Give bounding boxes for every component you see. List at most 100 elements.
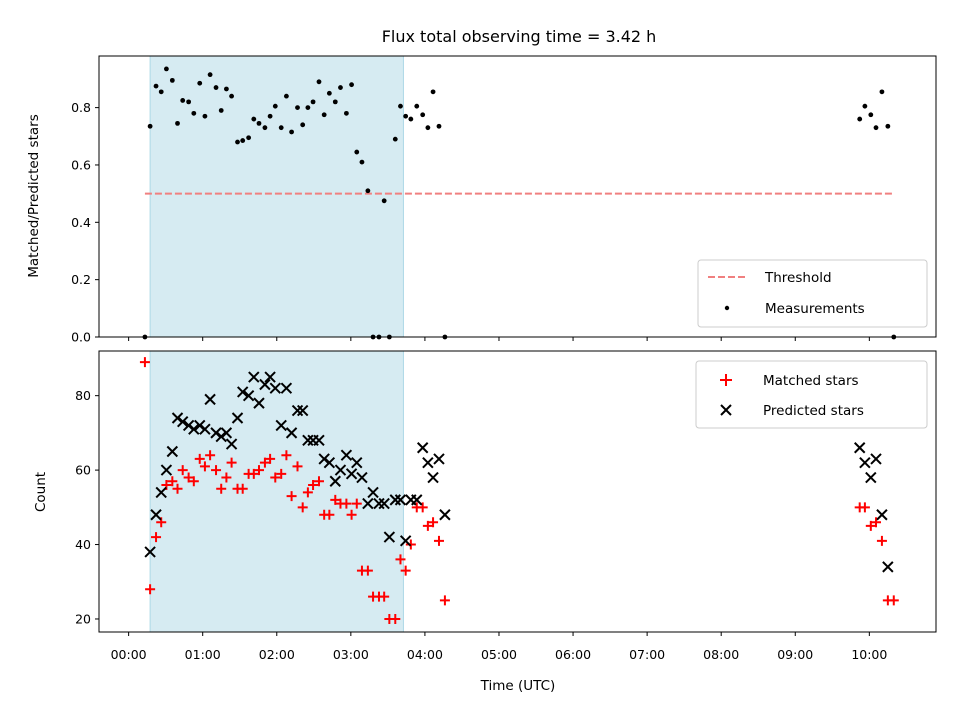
predicted-star-point xyxy=(422,456,434,469)
predicted-star-point xyxy=(394,494,407,506)
predicted-star-point xyxy=(389,494,401,506)
predicted-star-point xyxy=(323,456,336,469)
measurement-point xyxy=(420,112,426,118)
top-y-axis: 0.0 0.2 0.4 0.6 0.8 xyxy=(71,100,99,345)
measurement-point xyxy=(153,83,159,89)
matched-star-point xyxy=(265,453,276,464)
x-axis-label: Time (UTC) xyxy=(480,678,556,694)
matched-star-point xyxy=(324,509,335,520)
matched-star-point xyxy=(859,502,870,513)
predicted-star-point xyxy=(329,475,341,487)
predicted-star-point xyxy=(399,535,412,547)
bottom-y-tick-label: 60 xyxy=(75,463,91,478)
matched-star-point xyxy=(330,494,341,505)
matched-star-point xyxy=(248,468,259,479)
matched-star-point xyxy=(253,465,264,476)
top-legend-box xyxy=(697,259,928,328)
matched-star-point xyxy=(216,483,227,494)
matched-star-point xyxy=(417,502,428,513)
top-observing-span xyxy=(149,55,404,338)
measurement-point xyxy=(300,122,306,128)
matched-star-point xyxy=(433,535,444,546)
predicted-star-point xyxy=(199,423,211,435)
matched-star-point xyxy=(400,565,411,576)
matched-star-point xyxy=(205,450,216,461)
predicted-star-point xyxy=(416,442,429,454)
predicted-star-point xyxy=(351,456,363,469)
matched-star-point xyxy=(151,532,162,543)
predicted-star-point xyxy=(427,471,439,484)
predicted-star-point xyxy=(144,546,156,558)
bottom-x-tick-label: 03:00 xyxy=(333,647,369,662)
bottom-y-axis: 20 40 60 80 xyxy=(75,388,99,626)
matched-star-point xyxy=(313,476,324,487)
measurement-point xyxy=(246,135,252,141)
measurement-point xyxy=(408,116,414,122)
measurement-point xyxy=(857,116,863,122)
measurement-point xyxy=(147,123,153,129)
matched-star-point xyxy=(297,502,308,513)
measurement-point xyxy=(316,79,322,85)
matched-star-point xyxy=(237,483,248,494)
matched-star-point xyxy=(341,498,352,509)
predicted-star-point xyxy=(171,412,184,424)
matched-star-point xyxy=(390,613,401,624)
matched-star-point xyxy=(351,498,362,509)
matched-star-point xyxy=(888,595,899,606)
matched-star-point xyxy=(276,468,287,479)
matched-star-point xyxy=(395,554,406,565)
matched-star-point xyxy=(292,461,303,472)
top-axes-frame xyxy=(98,55,937,338)
matched-star-point xyxy=(139,357,150,368)
measurement-point xyxy=(305,105,311,111)
predicted-star-point xyxy=(296,404,309,417)
predicted-star-point xyxy=(253,397,265,409)
predicted-star-point xyxy=(291,404,304,417)
bottom-x-tick-label: 05:00 xyxy=(481,647,517,662)
predicted-star-point xyxy=(340,449,353,461)
matched-star-point xyxy=(346,509,357,520)
measurement-point xyxy=(338,85,343,90)
top-panel: 0.00.20.40.60.8 Matched/Predicted stars … xyxy=(26,55,937,345)
predicted-star-point xyxy=(876,509,888,521)
matched-star-point xyxy=(876,535,887,546)
predicted-star-point xyxy=(176,416,189,428)
measurement-point xyxy=(332,99,338,105)
predicted-star-point xyxy=(313,434,325,447)
bottom-y-tick-label: 40 xyxy=(75,537,91,552)
matched-star-point xyxy=(286,491,297,502)
predicted-star-point xyxy=(160,464,173,476)
measurement-point xyxy=(207,72,213,78)
matched-star-point xyxy=(226,457,237,468)
measurement-point xyxy=(180,98,186,103)
measurement-point xyxy=(164,66,169,72)
measurement-point xyxy=(359,159,365,165)
predicted-star-point xyxy=(859,456,871,469)
measurement-point xyxy=(272,103,278,109)
top-x-axis xyxy=(128,337,870,341)
matched-star-point xyxy=(308,479,319,490)
legend-predicted-label: Predicted stars xyxy=(763,403,864,419)
measurement-point xyxy=(414,103,420,109)
bottom-x-tick-label: 01:00 xyxy=(185,647,221,662)
measurement-point xyxy=(229,93,234,99)
measurement-point xyxy=(278,125,284,131)
bottom-legend-box xyxy=(695,360,928,429)
predicted-star-point xyxy=(367,486,379,499)
measurement-point xyxy=(430,89,436,95)
top-y-axis-label: Matched/Predicted stars xyxy=(26,114,42,277)
top-y-tick-label: 0.4 xyxy=(71,215,91,230)
measurement-point xyxy=(354,149,360,155)
measurement-point xyxy=(256,120,262,126)
predicted-star-point xyxy=(210,427,222,439)
predicted-star-point xyxy=(318,453,330,465)
bottom-x-tick-label: 04:00 xyxy=(407,647,443,662)
matched-star-point xyxy=(177,465,188,476)
matched-star-point xyxy=(172,483,183,494)
measurement-point xyxy=(158,89,164,95)
predicted-star-point xyxy=(166,445,179,458)
measurement-point xyxy=(283,93,289,99)
measurement-point xyxy=(879,89,885,95)
legend-measurements-swatch xyxy=(724,305,730,311)
